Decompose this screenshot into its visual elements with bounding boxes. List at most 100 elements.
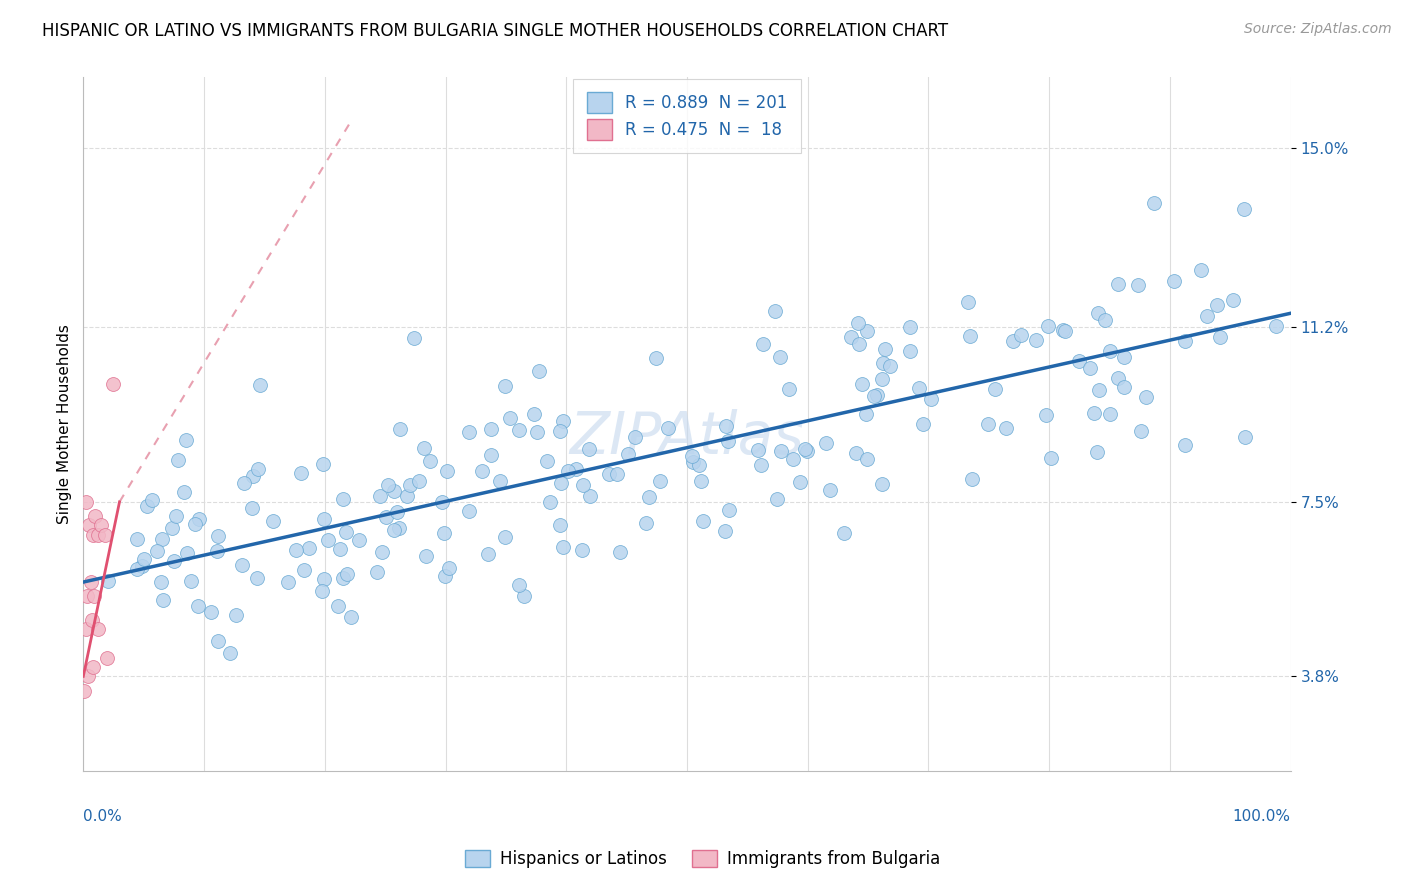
Point — [657, 420, 679, 434]
Point — [1130, 424, 1153, 438]
Point — [1035, 408, 1057, 422]
Point — [366, 565, 388, 579]
Point — [959, 329, 981, 343]
Point — [471, 464, 494, 478]
Point — [432, 495, 454, 509]
Point — [298, 541, 321, 555]
Point — [1054, 324, 1077, 338]
Point — [1002, 334, 1025, 349]
Point — [508, 423, 530, 437]
Point — [782, 452, 804, 467]
Point — [814, 435, 837, 450]
Point — [624, 430, 647, 444]
Point — [207, 544, 229, 558]
Point — [1067, 354, 1090, 368]
Point — [645, 351, 668, 366]
Point — [609, 545, 631, 559]
Point — [73, 683, 96, 698]
Point — [1205, 297, 1227, 311]
Point — [1088, 384, 1111, 398]
Point — [1107, 277, 1129, 291]
Point — [494, 530, 516, 544]
Point — [682, 455, 704, 469]
Point — [84, 509, 107, 524]
Point — [82, 528, 104, 542]
Point — [1233, 202, 1256, 217]
Point — [571, 543, 593, 558]
Text: 100.0%: 100.0% — [1233, 809, 1291, 824]
Point — [97, 574, 120, 588]
Point — [1010, 328, 1032, 343]
Point — [1163, 274, 1185, 288]
Point — [90, 518, 112, 533]
Point — [557, 464, 579, 478]
Text: 0.0%: 0.0% — [83, 809, 122, 824]
Text: ZIPAtlas: ZIPAtlas — [569, 409, 804, 467]
Point — [794, 442, 817, 456]
Point — [879, 359, 901, 373]
Point — [873, 343, 896, 357]
Point — [75, 495, 97, 509]
Point — [1107, 371, 1129, 385]
Point — [870, 372, 893, 386]
Point — [617, 447, 640, 461]
Point — [508, 578, 530, 592]
Point — [488, 474, 510, 488]
Point — [1083, 406, 1105, 420]
Point — [368, 489, 391, 503]
Point — [176, 545, 198, 559]
Text: Source: ZipAtlas.com: Source: ZipAtlas.com — [1244, 22, 1392, 37]
Point — [240, 501, 263, 516]
Point — [436, 464, 458, 478]
Point — [862, 389, 884, 403]
Point — [606, 467, 628, 481]
Point — [1087, 306, 1109, 320]
Point — [1094, 313, 1116, 327]
Point — [388, 422, 411, 436]
Point — [907, 381, 929, 395]
Point — [77, 669, 100, 683]
Legend: Hispanics or Latinos, Immigrants from Bulgaria: Hispanics or Latinos, Immigrants from Bu… — [458, 843, 948, 875]
Point — [163, 554, 186, 568]
Point — [184, 517, 207, 532]
Point — [870, 477, 893, 491]
Point — [548, 517, 571, 532]
Point — [747, 443, 769, 458]
Point — [714, 419, 737, 434]
Point — [349, 533, 371, 547]
Point — [233, 475, 256, 490]
Point — [1126, 277, 1149, 292]
Point — [856, 324, 879, 338]
Point — [125, 562, 148, 576]
Point — [714, 524, 737, 538]
Point — [763, 303, 786, 318]
Point — [834, 526, 856, 541]
Point — [371, 545, 394, 559]
Point — [399, 478, 422, 492]
Point — [848, 337, 870, 351]
Point — [1036, 319, 1059, 334]
Point — [1135, 390, 1157, 404]
Point — [96, 650, 118, 665]
Point — [316, 533, 339, 547]
Point — [332, 491, 354, 506]
Point — [598, 467, 620, 481]
Point — [1143, 196, 1166, 211]
Point — [458, 425, 481, 439]
Point — [856, 452, 879, 467]
Point — [536, 453, 558, 467]
Point — [433, 569, 456, 583]
Point — [180, 574, 202, 589]
Point — [479, 448, 502, 462]
Point — [749, 458, 772, 473]
Point — [375, 510, 398, 524]
Point — [207, 529, 229, 543]
Point — [1189, 262, 1212, 277]
Point — [957, 294, 980, 309]
Point — [141, 492, 163, 507]
Point — [962, 472, 984, 486]
Point — [551, 540, 574, 554]
Point — [689, 474, 711, 488]
Point — [898, 319, 921, 334]
Point — [382, 523, 405, 537]
